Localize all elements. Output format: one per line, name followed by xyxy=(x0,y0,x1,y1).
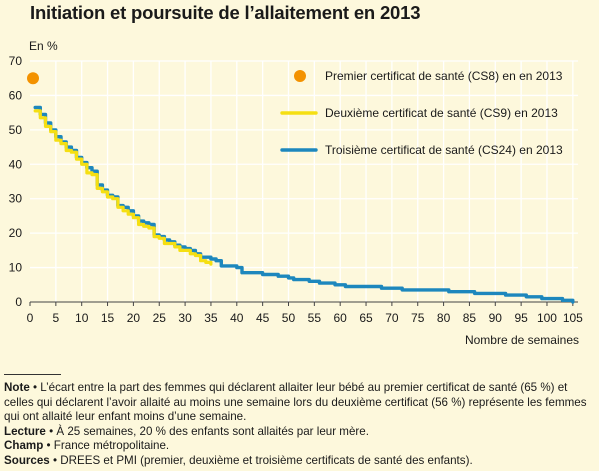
legend-cs9-label: Deuxième certificat de santé (CS9) en 20… xyxy=(325,106,558,120)
champ-text: • France métropolitaine. xyxy=(43,439,170,453)
x-tick-label: 55 xyxy=(308,311,322,325)
x-tick-label: 35 xyxy=(204,311,218,325)
cs8-point xyxy=(27,72,39,85)
note-label: Note xyxy=(4,381,30,394)
x-tick-label: 30 xyxy=(178,311,192,325)
x-tick-label: 85 xyxy=(463,311,477,325)
x-tick-label: 5 xyxy=(53,311,60,325)
champ-paragraph: Champ • France métropolitaine. xyxy=(4,439,596,454)
series-layer xyxy=(27,72,575,304)
x-tick-label: 40 xyxy=(230,311,244,325)
legend: Premier certificat de santé (CS8) en en … xyxy=(280,69,563,157)
lecture-paragraph: Lecture • À 25 semaines, 20 % des enfant… xyxy=(4,425,596,440)
sources-paragraph: Sources • DREES et PMI (premier, deuxièm… xyxy=(4,454,596,469)
x-axis-title: Nombre de semaines xyxy=(465,333,579,347)
grid xyxy=(30,60,578,302)
y-tick-label: 10 xyxy=(9,261,23,275)
champ-label: Champ xyxy=(4,439,44,453)
y-tick-label: 60 xyxy=(9,88,23,102)
sources-text: • DREES et PMI (premier, deuxième et tro… xyxy=(49,453,473,467)
y-tick-label: 0 xyxy=(15,295,22,309)
x-tick-label: 25 xyxy=(153,311,167,325)
legend-cs24-label: Troisième certificat de santé (CS24) en … xyxy=(325,143,563,157)
chart-title: Initiation et poursuite de l’allaitement… xyxy=(30,2,421,23)
y-tick-label: 50 xyxy=(9,123,23,137)
x-tick-label: 45 xyxy=(256,311,270,325)
y-tick-label: 20 xyxy=(9,226,23,240)
x-tick-label: 80 xyxy=(437,311,451,325)
x-tick-label: 105 xyxy=(563,311,583,325)
notes-divider xyxy=(4,374,61,375)
sources-label: Sources xyxy=(4,453,50,467)
y-tick-label: 40 xyxy=(9,157,23,171)
x-tick-label: 95 xyxy=(514,311,528,325)
legend-cs8-label: Premier certificat de santé (CS8) en en … xyxy=(325,69,563,83)
note-text: • L’écart entre la part des femmes qui d… xyxy=(4,381,587,424)
x-tick-label: 90 xyxy=(489,311,503,325)
x-tick-label: 70 xyxy=(385,311,399,325)
cs9-line xyxy=(33,109,213,266)
axes: 0 10 20 30 40 50 60 70 0 5 10 15 20 25 30 35 40 45 50 55 60 6… xyxy=(9,39,584,347)
x-tick-label: 100 xyxy=(537,311,557,325)
y-axis-title: En % xyxy=(29,39,58,53)
x-tick-label: 50 xyxy=(282,311,296,325)
cs24-line xyxy=(33,105,575,304)
note-paragraph: Note • L’écart entre la part des femmes … xyxy=(4,381,596,425)
legend-cs8-swatch xyxy=(294,70,306,82)
y-tick-label: 30 xyxy=(9,192,23,206)
x-tick-label: 75 xyxy=(411,311,425,325)
notes: Note • L’écart entre la part des femmes … xyxy=(4,374,596,469)
y-tick-label: 70 xyxy=(9,54,23,68)
chart: 0 10 20 30 40 50 60 70 0 5 10 15 20 25 30 35 40 45 50 55 60 6… xyxy=(9,39,584,347)
x-tick-label: 20 xyxy=(127,311,141,325)
lecture-text: • À 25 semaines, 20 % des enfants sont a… xyxy=(45,424,369,438)
x-tick-label: 15 xyxy=(101,311,115,325)
x-tick-label: 10 xyxy=(75,311,89,325)
x-tick-label: 0 xyxy=(27,311,34,325)
x-tick-label: 60 xyxy=(334,311,348,325)
lecture-label: Lecture xyxy=(4,424,46,438)
x-tick-label: 65 xyxy=(359,311,373,325)
